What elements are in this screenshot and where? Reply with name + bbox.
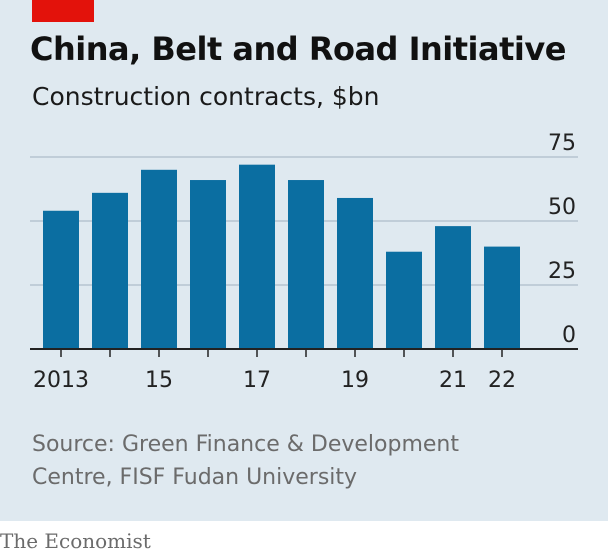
bars	[43, 164, 520, 349]
chart-subtitle: Construction contracts, $bn	[32, 82, 380, 111]
y-tick-label: 50	[548, 195, 576, 220]
bar-2016	[190, 180, 226, 349]
bar-2019	[337, 197, 373, 349]
x-tick-labels: 2013 15 17 19 21 22	[33, 368, 516, 393]
bar-2022	[484, 246, 520, 349]
x-tick-label: 17	[243, 368, 271, 393]
publisher-brand: The Economist	[0, 529, 151, 553]
bar-2014	[92, 192, 128, 349]
x-tick-label: 19	[341, 368, 369, 393]
x-tick-label: 15	[145, 368, 173, 393]
bar-chart: 0 25 50 75 2013 15 17 19 21 22	[30, 131, 578, 393]
y-tick-label: 0	[562, 323, 576, 348]
x-tick-label: 2013	[33, 368, 89, 393]
brand-red-tag	[32, 0, 94, 22]
y-tick-label: 75	[548, 131, 576, 156]
x-tick-label: 21	[439, 368, 467, 393]
source-line-1: Source: Green Finance & Development	[32, 432, 459, 457]
source-note: Source: Green Finance & Development Cent…	[32, 428, 592, 494]
x-tick-label: 22	[488, 368, 516, 393]
bar-2013	[43, 210, 79, 349]
bar-2018	[288, 180, 324, 349]
x-axis	[30, 348, 578, 357]
chart-title: China, Belt and Road Initiative	[30, 30, 566, 68]
bar-2021	[435, 226, 471, 349]
bar-2017	[239, 164, 275, 349]
y-tick-labels: 0 25 50 75	[548, 131, 576, 348]
bar-2020	[386, 251, 422, 349]
y-tick-label: 25	[548, 259, 576, 284]
bar-2015	[141, 169, 177, 349]
source-line-2: Centre, FISF Fudan University	[32, 465, 358, 490]
